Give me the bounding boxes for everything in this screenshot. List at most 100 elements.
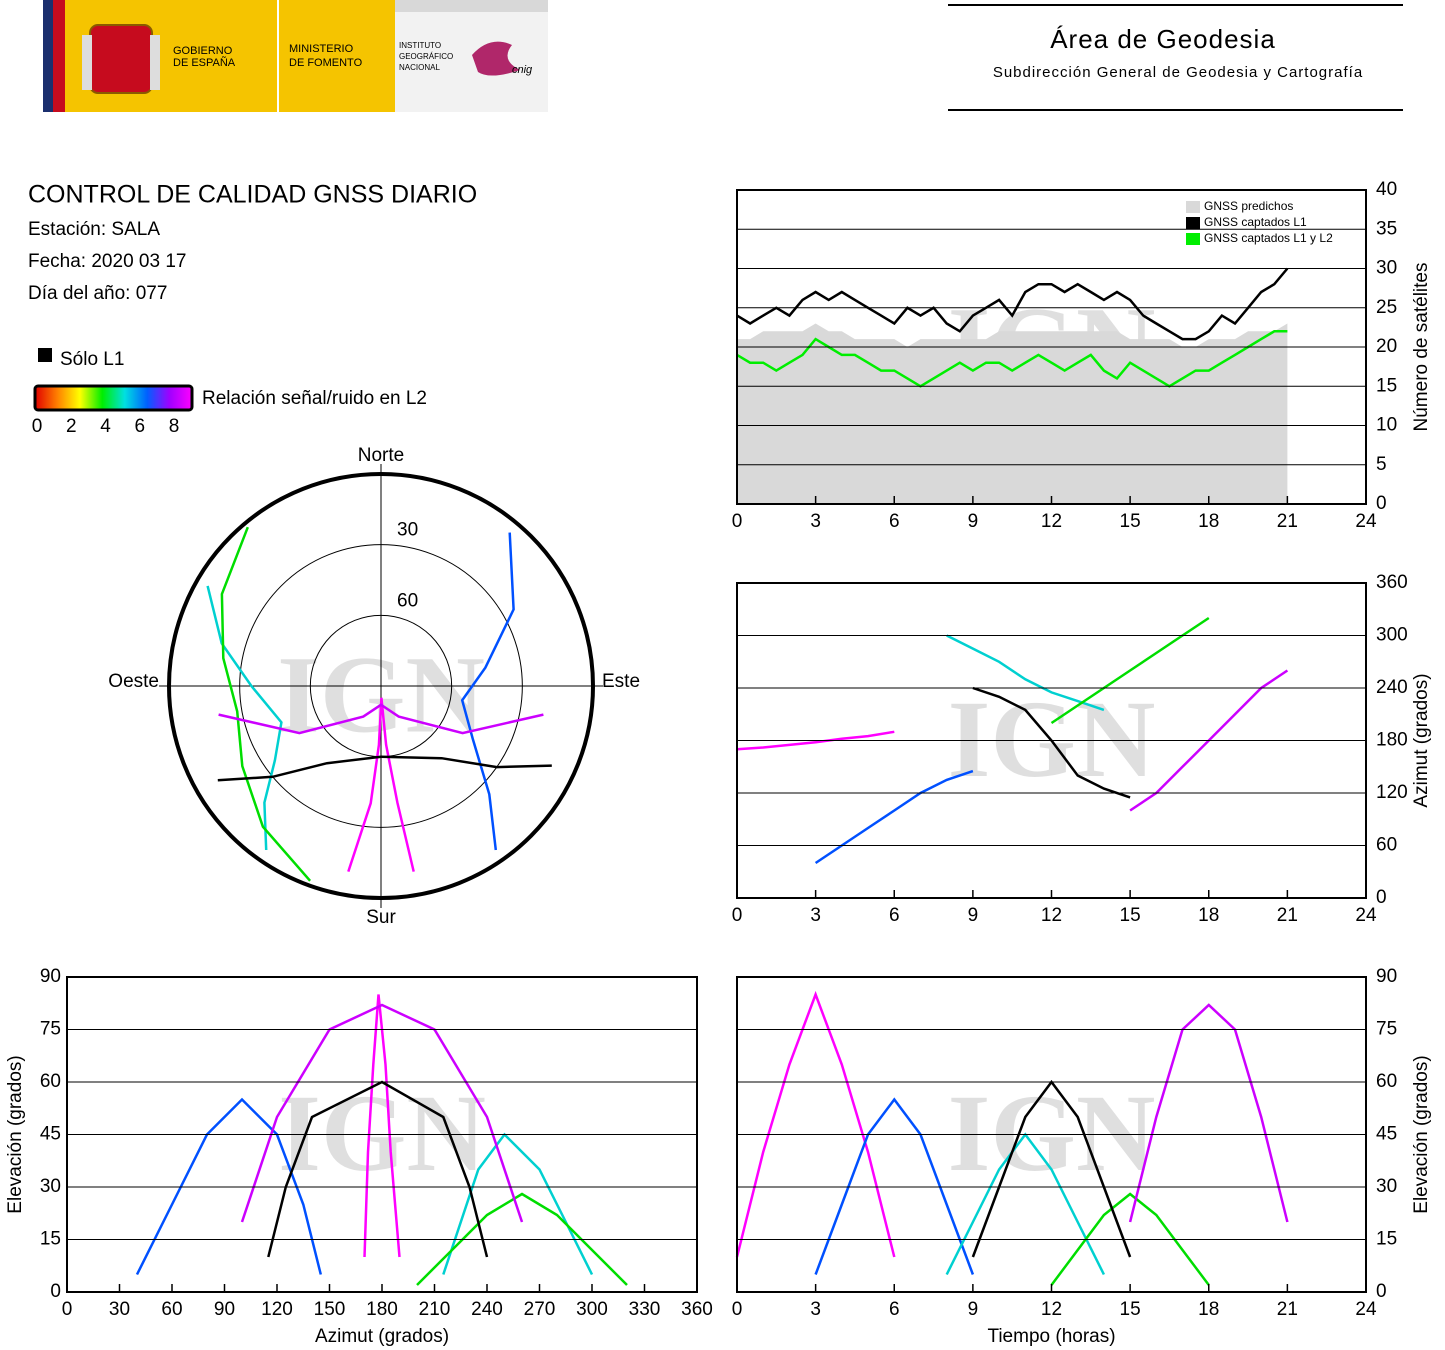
x-tick-label: 21 [1277, 905, 1298, 926]
snr-tick-label: 4 [100, 416, 111, 437]
ring-label: 60 [397, 590, 418, 611]
min-text: MINISTERIO [289, 43, 354, 55]
direction-west: Oeste [108, 671, 159, 692]
trace [814, 1097, 975, 1275]
x-tick-label: 3 [810, 905, 821, 926]
y-axis-label: Número de satélites [1411, 263, 1432, 432]
direction-south: Sur [366, 907, 396, 928]
y-axis-label: Elevación (grados) [5, 1055, 26, 1213]
y-tick-label: 40 [1376, 179, 1397, 200]
x-tick-label: 90 [214, 1299, 235, 1320]
y-axis-label: Elevación (grados) [1411, 1055, 1432, 1213]
pillar [82, 35, 92, 90]
x-tick-label: 30 [109, 1299, 130, 1320]
x-tick-label: 18 [1198, 1299, 1219, 1320]
snr-tick-label: 8 [169, 416, 180, 437]
l1-only-label: Sólo L1 [60, 349, 124, 370]
legend-swatch [1186, 217, 1200, 229]
x-axis-label: Tiempo (horas) [987, 1326, 1115, 1347]
x-tick-label: 0 [732, 511, 743, 532]
trace [736, 267, 1289, 341]
date: Fecha: 2020 03 17 [28, 251, 186, 272]
y-tick-label: 15 [40, 1229, 61, 1250]
y-tick-label: 0 [50, 1281, 61, 1302]
x-tick-label: 18 [1198, 905, 1219, 926]
x-tick-label: 210 [419, 1299, 451, 1320]
y-tick-label: 5 [1376, 454, 1387, 475]
y-tick-label: 0 [1376, 1281, 1387, 1302]
flag-red [53, 0, 65, 112]
cnig-text: cnig [512, 64, 533, 76]
y-tick-label: 240 [1376, 677, 1408, 698]
y-tick-label: 360 [1376, 572, 1408, 593]
plot-frame [736, 976, 1367, 1293]
y-tick-label: 35 [1376, 218, 1397, 239]
ring-label: 30 [397, 520, 418, 541]
coat-of-arms [89, 24, 153, 94]
y-tick-label: 30 [1376, 258, 1397, 279]
y-tick-label: 300 [1376, 625, 1408, 646]
plot-frame [736, 582, 1367, 899]
gov-text: DE ESPAÑA [173, 56, 236, 69]
x-tick-label: 3 [810, 511, 821, 532]
x-tick-label: 0 [732, 905, 743, 926]
y-tick-label: 60 [1376, 835, 1397, 856]
min-text: DE FOMENTO [289, 57, 363, 69]
trace [946, 634, 1105, 712]
y-tick-label: 60 [40, 1071, 61, 1092]
pillar [150, 35, 160, 90]
trace [736, 730, 895, 751]
x-tick-label: 21 [1277, 511, 1298, 532]
trace [1050, 1192, 1210, 1286]
legend-label: GNSS captados L1 [1204, 215, 1307, 229]
x-tick-label: 9 [968, 511, 979, 532]
x-tick-label: 120 [261, 1299, 293, 1320]
y-tick-label: 10 [1376, 415, 1397, 436]
legend-swatch [1186, 201, 1200, 213]
x-axis-label: Azimut (grados) [315, 1326, 449, 1347]
trace [135, 1097, 323, 1276]
inst-text: GEOGRÁFICO [399, 52, 453, 61]
y-tick-label: 60 [1376, 1071, 1397, 1092]
plot-frame [736, 189, 1367, 505]
sky-track [206, 585, 283, 851]
snr-tick-label: 6 [134, 416, 145, 437]
y-tick-label: 0 [1376, 887, 1387, 908]
y-tick-label: 90 [1376, 966, 1397, 987]
report-title: CONTROL DE CALIDAD GNSS DIARIO [28, 181, 477, 209]
legend-label: GNSS captados L1 y L2 [1204, 231, 1333, 245]
flag-blue [43, 0, 53, 112]
x-tick-label: 15 [1120, 511, 1141, 532]
l1-swatch [38, 348, 52, 362]
x-tick-label: 240 [471, 1299, 503, 1320]
x-tick-label: 12 [1041, 1299, 1062, 1320]
watermark: IGN [278, 1072, 486, 1194]
y-tick-label: 75 [40, 1019, 61, 1040]
x-tick-label: 6 [889, 905, 900, 926]
y-axis-label: Azimut (grados) [1411, 673, 1432, 807]
area-subtitle: Subdirección General de Geodesia y Carto… [993, 64, 1363, 81]
legend-label: GNSS predichos [1204, 199, 1293, 213]
y-tick-label: 30 [1376, 1176, 1397, 1197]
x-tick-label: 24 [1355, 511, 1377, 532]
y-tick-label: 0 [1376, 493, 1387, 514]
snr-tick-label: 2 [66, 416, 77, 437]
horizon [167, 472, 595, 900]
sky-track [220, 526, 312, 882]
snr-legend: Sólo L1 Relación señal/ruido en L2 [60, 349, 427, 409]
direction-east: Este [602, 671, 640, 692]
x-tick-label: 3 [810, 1299, 821, 1320]
x-tick-label: 60 [161, 1299, 182, 1320]
sky-track [347, 697, 415, 872]
sky-track [460, 532, 515, 851]
x-tick-label: 6 [889, 511, 900, 532]
x-tick-label: 12 [1041, 511, 1062, 532]
trace [240, 1003, 524, 1223]
x-tick-label: 330 [629, 1299, 661, 1320]
cnig-logo [472, 41, 520, 76]
x-tick-label: 21 [1277, 1299, 1298, 1320]
y-tick-label: 180 [1376, 730, 1408, 751]
y-tick-label: 25 [1376, 297, 1397, 318]
